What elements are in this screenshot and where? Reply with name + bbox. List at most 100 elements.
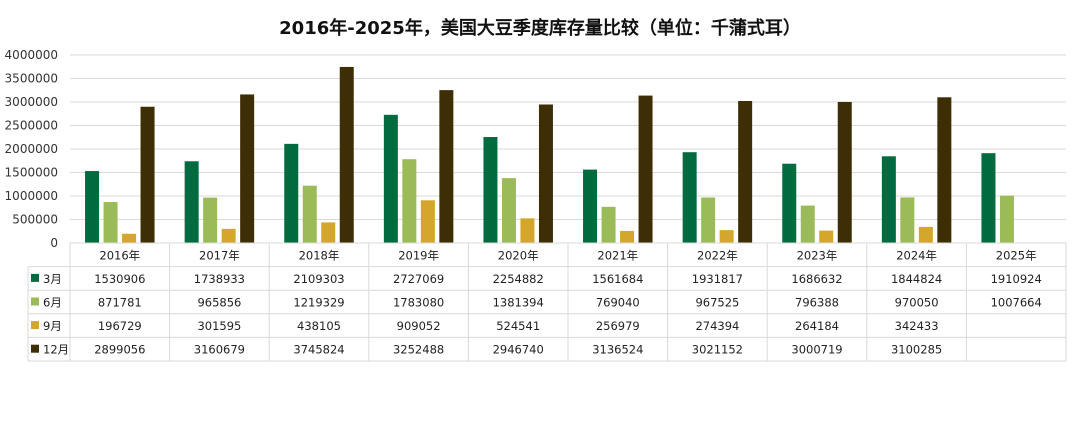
bar-9月-2023年 bbox=[819, 230, 834, 243]
data-label: 1783080 bbox=[393, 296, 444, 310]
legend-label-3月: 3月 bbox=[43, 272, 62, 286]
data-label: 2899056 bbox=[94, 343, 145, 357]
data-label: 1686632 bbox=[791, 272, 842, 286]
bar-12月-2021年 bbox=[638, 95, 653, 243]
category-label: 2025年 bbox=[996, 248, 1037, 262]
category-label: 2022年 bbox=[697, 248, 738, 262]
legend-label-12月: 12月 bbox=[43, 343, 69, 357]
data-label: 3160679 bbox=[194, 343, 245, 357]
bar-6月-2021年 bbox=[601, 206, 616, 243]
bar-3月-2024年 bbox=[881, 156, 896, 243]
bar-6月-2025年 bbox=[999, 195, 1014, 243]
data-label: 342433 bbox=[895, 319, 939, 333]
data-label: 3745824 bbox=[293, 343, 344, 357]
bar-6月-2024年 bbox=[900, 197, 915, 243]
data-label: 3136524 bbox=[592, 343, 643, 357]
data-label: 1844824 bbox=[891, 272, 942, 286]
bar-6月-2022年 bbox=[701, 197, 716, 243]
data-label: 3252488 bbox=[393, 343, 444, 357]
bar-3月-2023年 bbox=[782, 163, 797, 243]
data-label: 264184 bbox=[795, 319, 839, 333]
data-label: 524541 bbox=[496, 319, 540, 333]
data-label: 1561684 bbox=[592, 272, 643, 286]
bar-3月-2022年 bbox=[682, 152, 697, 243]
y-tick-label: 1500000 bbox=[5, 166, 58, 180]
data-label: 1219329 bbox=[293, 296, 344, 310]
bar-12月-2020年 bbox=[538, 104, 553, 243]
category-label: 2021年 bbox=[597, 248, 638, 262]
bar-12月-2022年 bbox=[738, 101, 753, 243]
bar-12月-2018年 bbox=[339, 66, 354, 243]
data-label: 438105 bbox=[297, 319, 341, 333]
data-label: 256979 bbox=[596, 319, 640, 333]
y-tick-label: 2000000 bbox=[5, 142, 58, 156]
bar-3月-2017年 bbox=[184, 161, 199, 243]
legend-label-9月: 9月 bbox=[43, 319, 62, 333]
data-label: 967525 bbox=[695, 296, 739, 310]
bar-3月-2020年 bbox=[483, 137, 498, 243]
bar-9月-2018年 bbox=[321, 222, 336, 243]
bar-6月-2023年 bbox=[800, 205, 815, 243]
data-label: 2946740 bbox=[493, 343, 544, 357]
bar-9月-2022年 bbox=[719, 230, 734, 243]
bar-6月-2020年 bbox=[501, 178, 516, 243]
data-label: 1738933 bbox=[194, 272, 245, 286]
data-label: 1931817 bbox=[692, 272, 743, 286]
bar-12月-2017年 bbox=[240, 94, 255, 243]
data-label: 301595 bbox=[197, 319, 241, 333]
category-label: 2018年 bbox=[299, 248, 340, 262]
y-tick-label: 1000000 bbox=[5, 189, 58, 203]
y-tick-label: 0 bbox=[50, 236, 58, 250]
legend-swatch-3月 bbox=[31, 273, 39, 282]
category-label: 2024年 bbox=[896, 248, 937, 262]
data-label: 871781 bbox=[98, 296, 142, 310]
data-label: 970050 bbox=[895, 296, 939, 310]
bar-9月-2016年 bbox=[122, 233, 137, 243]
y-tick-label: 3500000 bbox=[5, 72, 58, 86]
data-label: 2109303 bbox=[293, 272, 344, 286]
bar-12月-2023年 bbox=[837, 101, 852, 243]
data-label: 2254882 bbox=[493, 272, 544, 286]
bar-6月-2019年 bbox=[402, 159, 417, 243]
data-label: 3000719 bbox=[791, 343, 842, 357]
legend-swatch-12月 bbox=[31, 344, 39, 353]
data-label: 3100285 bbox=[891, 343, 942, 357]
y-tick-label: 500000 bbox=[12, 213, 58, 227]
data-label: 1381394 bbox=[493, 296, 544, 310]
data-label: 2727069 bbox=[393, 272, 444, 286]
bar-12月-2019年 bbox=[439, 90, 454, 244]
data-label: 769040 bbox=[596, 296, 640, 310]
chart-title: 2016年-2025年，美国大豆季度库存量比较（单位：千蒲式耳） bbox=[279, 18, 801, 39]
legend-swatch-9月 bbox=[31, 321, 39, 330]
bar-9月-2017年 bbox=[221, 228, 236, 243]
y-tick-label: 2500000 bbox=[5, 119, 58, 133]
bar-12月-2024年 bbox=[937, 97, 952, 243]
bar-9月-2019年 bbox=[420, 200, 435, 243]
bar-6月-2018年 bbox=[302, 185, 317, 243]
bar-9月-2024年 bbox=[918, 226, 933, 243]
y-tick-label: 4000000 bbox=[5, 48, 58, 62]
bar-12月-2016年 bbox=[140, 106, 155, 243]
legend-swatch-6月 bbox=[31, 297, 39, 306]
bar-3月-2018年 bbox=[284, 143, 299, 243]
data-label: 274394 bbox=[695, 319, 739, 333]
data-label: 909052 bbox=[397, 319, 441, 333]
category-label: 2023年 bbox=[797, 248, 838, 262]
legend-label-6月: 6月 bbox=[43, 296, 62, 310]
category-label: 2017年 bbox=[199, 248, 240, 262]
bar-9月-2021年 bbox=[620, 230, 635, 243]
data-label: 3021152 bbox=[692, 343, 743, 357]
y-tick-label: 3000000 bbox=[5, 95, 58, 109]
data-label: 1007664 bbox=[991, 296, 1042, 310]
category-label: 2019年 bbox=[398, 248, 439, 262]
bar-3月-2019年 bbox=[383, 114, 398, 243]
category-label: 2020年 bbox=[498, 248, 539, 262]
bar-6月-2016年 bbox=[103, 202, 118, 243]
bar-6月-2017年 bbox=[203, 197, 218, 243]
bar-3月-2021年 bbox=[583, 169, 598, 243]
data-label: 196729 bbox=[98, 319, 142, 333]
data-label: 1530906 bbox=[94, 272, 145, 286]
data-label: 1910924 bbox=[991, 272, 1042, 286]
data-label: 965856 bbox=[197, 296, 241, 310]
